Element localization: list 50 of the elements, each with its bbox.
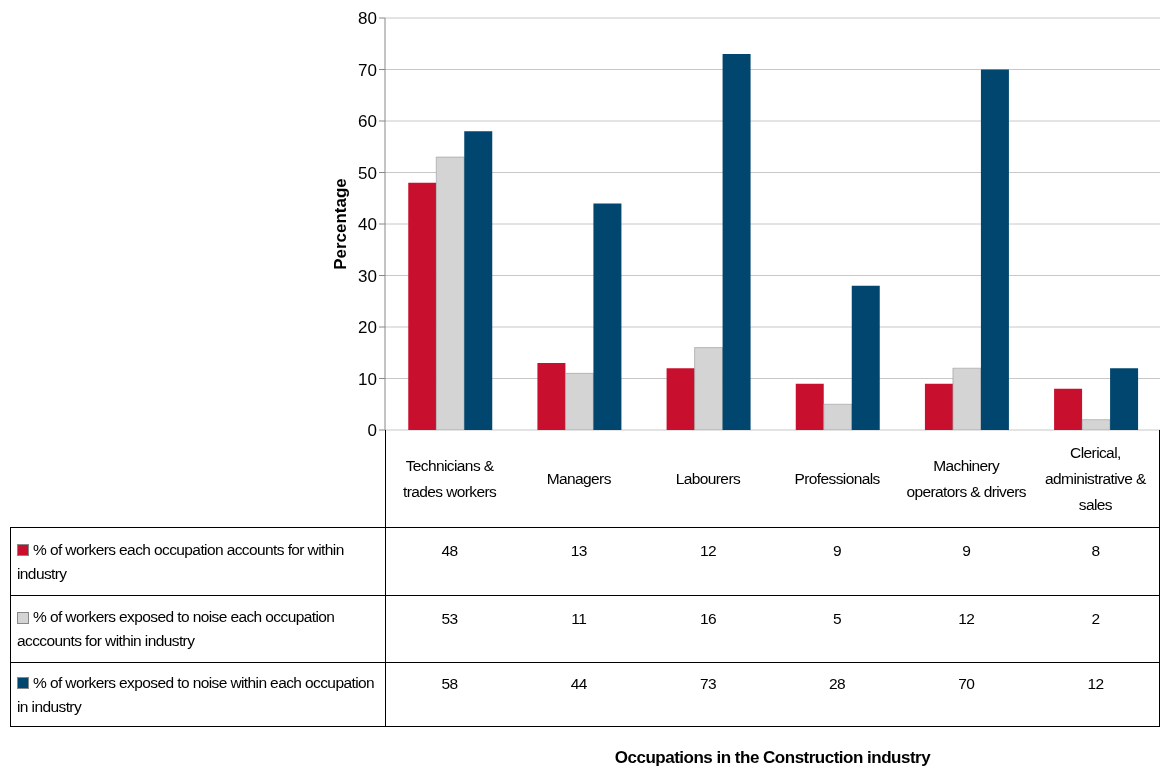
bar [722,54,751,430]
data-label: 28 [828,674,847,694]
x-tick-label: Machinery operators & drivers [905,455,1027,502]
data-label: 12 [698,540,717,561]
y-tick-label: 80 [358,9,377,29]
data-label: 9 [832,540,843,561]
text: Occupations in the Construction industry [613,748,932,768]
x-tick-label: Clerical, administrative & sales [1044,442,1147,515]
data-label: 2 [1090,608,1101,629]
y-tick-label: 70 [358,60,377,80]
y-tick-label: 10 [358,369,377,389]
bar [537,363,566,430]
data-label: 53 [440,608,459,629]
bar [464,131,493,430]
data-label: 16 [698,608,717,629]
data-label: 5 [832,608,843,629]
bar [795,383,824,430]
x-tick-label: Labourers [674,468,742,489]
bar [408,182,437,430]
data-label: 70 [957,674,976,694]
data-label: 73 [698,674,717,694]
data-label: 13 [569,540,588,561]
data-label: 48 [440,540,459,561]
bar [1110,368,1139,430]
y-axis-title: Percentage [331,178,351,270]
legend-label: % of workers exposed to noise within each occupation in industry [17,673,375,715]
x-tick-label: Managers [545,468,612,489]
bar [1054,388,1083,430]
bar [593,203,622,430]
y-tick-label: 50 [358,163,377,183]
data-label: 12 [1086,674,1105,694]
data-label: 58 [440,674,459,694]
y-tick-label: 20 [358,318,377,338]
y-tick-label: 30 [358,266,377,286]
y-tick-label: 0 [367,421,377,441]
data-label: 12 [957,608,976,629]
data-label: 8 [1090,540,1101,561]
y-tick-label: 60 [358,112,377,132]
bar [666,368,695,430]
y-tick-label: 40 [358,215,377,235]
data-label: 44 [569,674,588,694]
x-tick-label: Professionals [793,468,881,489]
legend-label: % of workers exposed to noise each occupation acccounts for within industry [17,608,335,649]
data-label: 11 [570,608,588,629]
bar [851,285,880,430]
legend-label: % of workers each occupation accounts for within industry [17,540,344,582]
bar [924,383,953,430]
x-tick-label: Technicians & trades workers [401,455,498,502]
data-label: 9 [961,540,972,561]
bar [980,69,1009,430]
